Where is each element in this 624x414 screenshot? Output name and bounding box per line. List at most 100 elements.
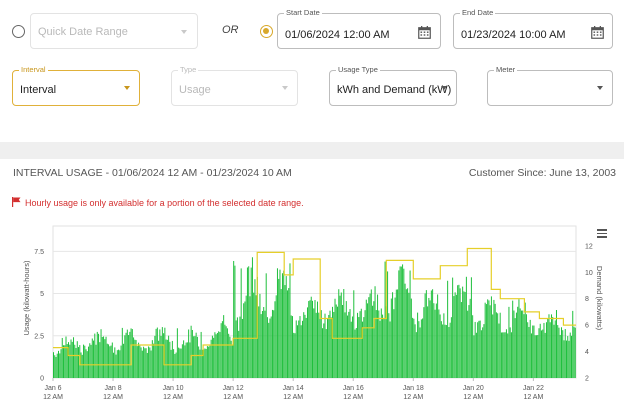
usage-bar — [101, 336, 103, 378]
usage-bar — [508, 306, 510, 378]
chevron-down-icon — [124, 86, 130, 90]
usage-bar — [538, 328, 540, 378]
type-select[interactable]: Type Usage — [171, 65, 298, 106]
calendar-icon[interactable] — [591, 26, 604, 39]
usage-bar — [294, 333, 296, 378]
y-tick-label: 0 — [40, 376, 44, 383]
usage-bar — [236, 317, 238, 378]
usage-bar — [225, 326, 227, 378]
usage-bar — [568, 340, 570, 378]
usage-bar — [141, 350, 143, 378]
usage-bar — [488, 300, 490, 378]
usage-bar — [373, 301, 375, 378]
usage-bar — [314, 300, 316, 378]
usage-bar — [370, 289, 372, 378]
usage-bar — [509, 327, 511, 378]
usage-bar — [410, 298, 412, 378]
usage-bar — [394, 297, 396, 378]
usage-bar — [295, 320, 297, 378]
usage-bar — [264, 310, 266, 378]
usage-bar — [151, 340, 153, 378]
usage-bar — [96, 331, 98, 378]
usage-bar — [118, 349, 120, 378]
usage-bar — [309, 300, 311, 378]
usage-bar — [353, 290, 355, 378]
usage-bar — [404, 283, 406, 378]
y2-tick-label: 8 — [585, 296, 589, 303]
usage-bar — [355, 328, 357, 378]
quick-date-range-select[interactable]: Quick Date Range — [30, 13, 198, 49]
usage-bar — [88, 346, 90, 378]
usage-bar — [296, 325, 298, 378]
meter-select[interactable]: Meter — [487, 65, 613, 106]
usage-bar — [126, 329, 128, 378]
usage-bar — [465, 276, 467, 378]
usage-bar — [437, 294, 439, 378]
usage-bar — [363, 317, 365, 378]
usage-bar — [156, 327, 158, 378]
usage-bar — [407, 288, 409, 378]
usage-bar — [288, 288, 290, 378]
usage-bar — [190, 325, 192, 378]
usage-bar — [215, 334, 217, 378]
usage-type-select[interactable]: Usage Type kWh and Demand (kW) — [329, 65, 457, 106]
usage-bar — [518, 299, 520, 378]
end-date-field[interactable]: End Date 01/23/2024 10:00 AM — [453, 8, 613, 49]
usage-bar — [174, 353, 176, 378]
usage-bar — [533, 325, 535, 378]
interval-select[interactable]: Interval Interval — [12, 65, 140, 106]
usage-bar — [158, 340, 160, 378]
usage-bar — [492, 314, 494, 378]
calendar-icon[interactable] — [418, 26, 431, 39]
usage-bar — [324, 313, 326, 378]
usage-bar — [543, 322, 545, 378]
usage-bar — [405, 289, 407, 378]
usage-bar — [298, 320, 300, 378]
usage-bar — [186, 342, 188, 378]
usage-bar — [345, 301, 347, 378]
usage-bar — [494, 303, 496, 378]
usage-bar — [103, 336, 105, 378]
usage-bar — [455, 294, 457, 378]
meter-label: Meter — [494, 65, 518, 74]
usage-bar — [265, 273, 267, 378]
usage-bar — [58, 350, 59, 378]
usage-bar — [574, 327, 576, 378]
usage-bar — [271, 309, 273, 378]
chevron-down-icon — [597, 86, 603, 90]
usage-bar — [392, 292, 394, 378]
usage-bar — [389, 321, 391, 378]
usage-bar — [223, 315, 225, 378]
usage-bar — [425, 290, 427, 378]
x-tick-label: Jan 22 — [523, 385, 544, 392]
usage-bar — [305, 317, 307, 378]
y-axis-title: Usage (kilowatt-hours) — [22, 260, 31, 336]
usage-bar — [293, 332, 295, 378]
usage-bar — [81, 354, 83, 378]
quick-range-radio[interactable] — [12, 25, 25, 38]
start-date-field[interactable]: Start Date 01/06/2024 12:00 AM — [277, 8, 441, 49]
usage-bar — [350, 321, 352, 378]
usage-bar — [201, 349, 203, 378]
usage-bar — [447, 280, 449, 378]
chart-menu-icon[interactable] — [597, 229, 607, 238]
usage-bar — [560, 327, 562, 378]
usage-bar — [340, 292, 342, 378]
usage-bar — [224, 324, 226, 378]
usage-bar — [274, 301, 276, 378]
usage-bar — [168, 335, 170, 378]
usage-bar — [365, 299, 367, 378]
usage-bar — [462, 286, 464, 378]
usage-bar — [210, 339, 212, 378]
x-tick-label: 12 AM — [103, 394, 123, 401]
demand-line — [53, 247, 576, 366]
usage-bar — [213, 337, 215, 378]
usage-bar — [572, 310, 574, 378]
usage-bar — [129, 331, 131, 378]
usage-bar — [534, 335, 536, 378]
start-date-label: Start Date — [284, 8, 322, 17]
usage-bar — [220, 323, 222, 378]
usage-bar — [131, 329, 133, 378]
date-range-radio[interactable] — [260, 25, 273, 38]
usage-bar — [489, 305, 491, 378]
